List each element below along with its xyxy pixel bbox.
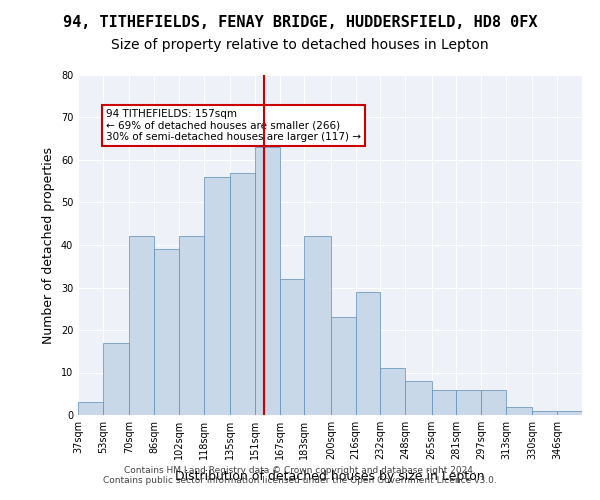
Bar bbox=[532, 411, 557, 415]
Bar bbox=[78, 402, 103, 415]
Bar bbox=[331, 318, 356, 415]
Text: Size of property relative to detached houses in Lepton: Size of property relative to detached ho… bbox=[111, 38, 489, 52]
Bar bbox=[431, 390, 457, 415]
Bar bbox=[506, 406, 532, 415]
Bar bbox=[481, 390, 506, 415]
Bar bbox=[154, 249, 179, 415]
Bar bbox=[280, 279, 304, 415]
Bar bbox=[304, 236, 331, 415]
Bar bbox=[203, 177, 230, 415]
Bar bbox=[129, 236, 154, 415]
Text: 94, TITHEFIELDS, FENAY BRIDGE, HUDDERSFIELD, HD8 0FX: 94, TITHEFIELDS, FENAY BRIDGE, HUDDERSFI… bbox=[63, 15, 537, 30]
Bar bbox=[356, 292, 380, 415]
Bar bbox=[103, 343, 129, 415]
Text: 94 TITHEFIELDS: 157sqm
← 69% of detached houses are smaller (266)
30% of semi-de: 94 TITHEFIELDS: 157sqm ← 69% of detached… bbox=[106, 109, 361, 142]
Bar bbox=[557, 411, 582, 415]
X-axis label: Distribution of detached houses by size in Lepton: Distribution of detached houses by size … bbox=[175, 470, 485, 484]
Bar bbox=[255, 147, 280, 415]
Bar bbox=[380, 368, 405, 415]
Bar bbox=[405, 381, 431, 415]
Y-axis label: Number of detached properties: Number of detached properties bbox=[42, 146, 55, 344]
Bar bbox=[230, 172, 255, 415]
Text: Contains HM Land Registry data © Crown copyright and database right 2024.
Contai: Contains HM Land Registry data © Crown c… bbox=[103, 466, 497, 485]
Bar bbox=[457, 390, 481, 415]
Bar bbox=[179, 236, 203, 415]
